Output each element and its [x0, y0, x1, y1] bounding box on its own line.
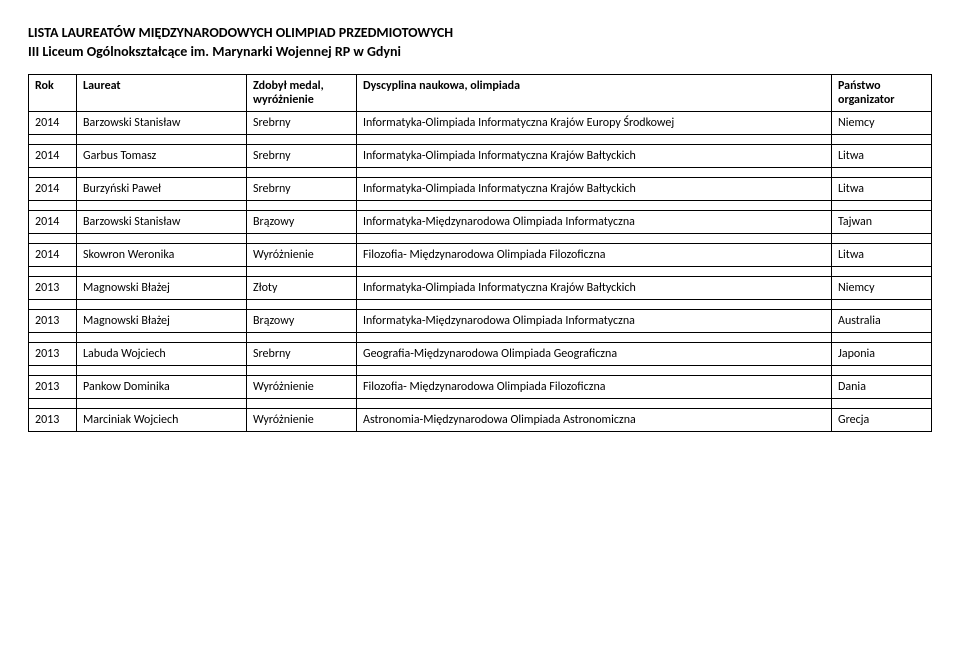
col-header-year: Rok: [29, 75, 77, 112]
cell-country: Grecja: [832, 409, 932, 432]
cell-country: Tajwan: [832, 211, 932, 234]
cell-medal: Złoty: [247, 277, 357, 300]
cell-country: Niemcy: [832, 112, 932, 135]
cell-year: 2014: [29, 178, 77, 201]
cell-medal: Wyróżnienie: [247, 409, 357, 432]
cell-disc: Filozofia- Międzynarodowa Olimpiada Filo…: [357, 376, 832, 399]
cell-year: 2013: [29, 409, 77, 432]
cell-name: Burzyński Paweł: [77, 178, 247, 201]
cell-country: Dania: [832, 376, 932, 399]
cell-year: 2014: [29, 211, 77, 234]
col-header-laureate: Laureat: [77, 75, 247, 112]
spacer-row: [29, 201, 932, 211]
cell-medal: Srebrny: [247, 178, 357, 201]
cell-disc: Informatyka-Olimpiada Informatyczna Kraj…: [357, 145, 832, 168]
cell-name: Pankow Dominika: [77, 376, 247, 399]
cell-country: Litwa: [832, 244, 932, 267]
table-row: 2013Magnowski BłażejBrązowyInformatyka-M…: [29, 310, 932, 333]
laureates-table: Rok Laureat Zdobył medal, wyróżnienie Dy…: [28, 74, 932, 432]
cell-year: 2014: [29, 145, 77, 168]
cell-name: Magnowski Błażej: [77, 277, 247, 300]
cell-medal: Wyróżnienie: [247, 244, 357, 267]
page-title-2: III Liceum Ogólnokształcące im. Marynark…: [28, 43, 932, 60]
cell-name: Labuda Wojciech: [77, 343, 247, 366]
table-row: 2013Pankow DominikaWyróżnienieFilozofia-…: [29, 376, 932, 399]
cell-medal: Srebrny: [247, 112, 357, 135]
cell-year: 2013: [29, 376, 77, 399]
cell-medal: Brązowy: [247, 310, 357, 333]
table-row: 2014Skowron WeronikaWyróżnienieFilozofia…: [29, 244, 932, 267]
cell-name: Garbus Tomasz: [77, 145, 247, 168]
table-row: 2013Labuda WojciechSrebrnyGeografia-Międ…: [29, 343, 932, 366]
spacer-row: [29, 366, 932, 376]
cell-country: Litwa: [832, 178, 932, 201]
cell-country: Litwa: [832, 145, 932, 168]
table-row: 2013Magnowski BłażejZłotyInformatyka-Oli…: [29, 277, 932, 300]
cell-country: Australia: [832, 310, 932, 333]
cell-year: 2014: [29, 244, 77, 267]
cell-year: 2013: [29, 343, 77, 366]
cell-country: Niemcy: [832, 277, 932, 300]
cell-disc: Informatyka-Olimpiada Informatyczna Kraj…: [357, 277, 832, 300]
spacer-row: [29, 300, 932, 310]
table-header-row: Rok Laureat Zdobył medal, wyróżnienie Dy…: [29, 75, 932, 112]
cell-name: Magnowski Błażej: [77, 310, 247, 333]
table-row: 2014Burzyński PawełSrebrnyInformatyka-Ol…: [29, 178, 932, 201]
table-row: 2014Barzowski StanisławBrązowyInformatyk…: [29, 211, 932, 234]
cell-disc: Filozofia- Międzynarodowa Olimpiada Filo…: [357, 244, 832, 267]
spacer-row: [29, 399, 932, 409]
table-row: 2014Garbus TomaszSrebrnyInformatyka-Olim…: [29, 145, 932, 168]
cell-name: Skowron Weronika: [77, 244, 247, 267]
cell-year: 2014: [29, 112, 77, 135]
cell-disc: Geografia-Międzynarodowa Olimpiada Geogr…: [357, 343, 832, 366]
col-header-discipline: Dyscyplina naukowa, olimpiada: [357, 75, 832, 112]
cell-medal: Brązowy: [247, 211, 357, 234]
cell-year: 2013: [29, 277, 77, 300]
cell-name: Barzowski Stanisław: [77, 211, 247, 234]
cell-disc: Informatyka-Olimpiada Informatyczna Kraj…: [357, 178, 832, 201]
cell-medal: Srebrny: [247, 343, 357, 366]
col-header-medal: Zdobył medal, wyróżnienie: [247, 75, 357, 112]
page-title-1: LISTA LAUREATÓW MIĘDZYNARODOWYCH OLIMPIA…: [28, 24, 932, 41]
cell-disc: Informatyka-Międzynarodowa Olimpiada Inf…: [357, 211, 832, 234]
table-row: 2013Marciniak WojciechWyróżnienieAstrono…: [29, 409, 932, 432]
cell-name: Marciniak Wojciech: [77, 409, 247, 432]
spacer-row: [29, 267, 932, 277]
cell-disc: Informatyka-Międzynarodowa Olimpiada Inf…: [357, 310, 832, 333]
table-row: 2014Barzowski StanisławSrebrnyInformatyk…: [29, 112, 932, 135]
cell-name: Barzowski Stanisław: [77, 112, 247, 135]
col-header-country: Państwo organizator: [832, 75, 932, 112]
spacer-row: [29, 333, 932, 343]
cell-disc: Informatyka-Olimpiada Informatyczna Kraj…: [357, 112, 832, 135]
cell-medal: Wyróżnienie: [247, 376, 357, 399]
cell-disc: Astronomia-Międzynarodowa Olimpiada Astr…: [357, 409, 832, 432]
spacer-row: [29, 168, 932, 178]
cell-country: Japonia: [832, 343, 932, 366]
cell-medal: Srebrny: [247, 145, 357, 168]
cell-year: 2013: [29, 310, 77, 333]
spacer-row: [29, 234, 932, 244]
spacer-row: [29, 135, 932, 145]
